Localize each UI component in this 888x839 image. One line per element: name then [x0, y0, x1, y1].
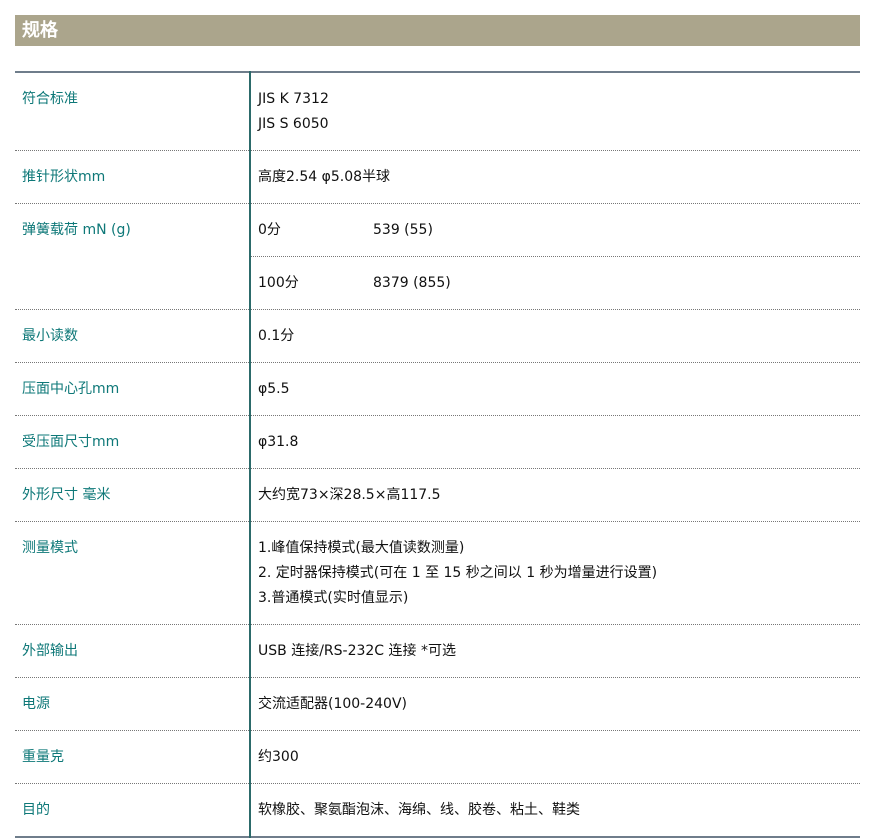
- spec-value: 0分 539 (55): [250, 203, 860, 257]
- spec-label: 测量模式: [15, 521, 251, 625]
- table-row: 受压面尺寸mm φ31.8: [15, 415, 860, 469]
- load-value: 539 (55): [373, 222, 433, 238]
- spec-value: φ5.5: [250, 362, 860, 416]
- table-row: 推针形状mm 高度2.54 φ5.08半球: [15, 150, 860, 204]
- spec-value: 1.峰值保持模式(最大值读数测量) 2. 定时器保持模式(可在 1 至 15 秒之…: [250, 521, 860, 625]
- table-row: 外部输出 USB 连接/RS-232C 连接 *可选: [15, 624, 860, 678]
- spec-label: 最小读数: [15, 309, 251, 363]
- value-line: JIS S 6050: [258, 116, 329, 132]
- value-line: 软橡胶、聚氨酯泡沫、海绵、线、胶卷、粘土、鞋类: [258, 802, 580, 818]
- value-line: 高度2.54 φ5.08半球: [258, 169, 391, 185]
- value-line: USB 连接/RS-232C 连接 *可选: [258, 643, 456, 659]
- load-point: 100分: [258, 275, 299, 291]
- spec-table: 符合标准 JIS K 7312 JIS S 6050 推针形状mm 高度2.54 φ5.…: [15, 71, 860, 838]
- spec-value: 交流适配器(100-240V): [250, 677, 860, 731]
- spec-label: 电源: [15, 677, 251, 731]
- section-title: 规格: [15, 15, 860, 46]
- value-line: 3.普通模式(实时值显示): [258, 590, 409, 606]
- load-value: 8379 (855): [373, 275, 451, 291]
- value-line: φ5.5: [258, 381, 290, 397]
- table-row: 符合标准 JIS K 7312 JIS S 6050: [15, 72, 860, 151]
- value-line: 1.峰值保持模式(最大值读数测量): [258, 540, 465, 556]
- table-row: 重量克 约300: [15, 730, 860, 784]
- spec-label: 弹簧载荷 mN (g): [15, 203, 251, 310]
- table-row: 电源 交流适配器(100-240V): [15, 677, 860, 731]
- spec-label: 外部输出: [15, 624, 251, 678]
- spec-value: 高度2.54 φ5.08半球: [250, 150, 860, 204]
- spec-value: 0.1分: [250, 309, 860, 363]
- spec-value: 约300: [250, 730, 860, 784]
- spec-label: 外形尺寸 毫米: [15, 468, 251, 522]
- value-line: 交流适配器(100-240V): [258, 696, 407, 712]
- table-row: 测量模式 1.峰值保持模式(最大值读数测量) 2. 定时器保持模式(可在 1 至 1…: [15, 521, 860, 625]
- spec-label: 重量克: [15, 730, 251, 784]
- spec-label: 压面中心孔mm: [15, 362, 251, 416]
- spec-label: 符合标准: [15, 72, 251, 151]
- spec-value: 大约宽73×深28.5×高117.5: [250, 468, 860, 522]
- value-line: 大约宽73×深28.5×高117.5: [258, 487, 441, 503]
- table-row: 压面中心孔mm φ5.5: [15, 362, 860, 416]
- value-line: JIS K 7312: [258, 91, 329, 107]
- spec-value: USB 连接/RS-232C 连接 *可选: [250, 624, 860, 678]
- value-line: 0.1分: [258, 328, 295, 344]
- table-row: 弹簧载荷 mN (g) 0分 539 (55): [15, 203, 860, 310]
- spec-label: 目的: [15, 783, 251, 837]
- value-line: 2. 定时器保持模式(可在 1 至 15 秒之间以 1 秒为增量进行设置): [258, 565, 658, 581]
- spec-label: 受压面尺寸mm: [15, 415, 251, 469]
- table-row: 最小读数 0.1分: [15, 309, 860, 363]
- table-row: 目的 软橡胶、聚氨酯泡沫、海绵、线、胶卷、粘土、鞋类: [15, 783, 860, 838]
- spec-value: φ31.8: [250, 415, 860, 469]
- load-point: 0分: [258, 222, 281, 238]
- spec-value: 100分 8379 (855): [250, 256, 860, 310]
- spec-label: 推针形状mm: [15, 150, 251, 204]
- spec-value: JIS K 7312 JIS S 6050: [250, 72, 860, 151]
- value-line: φ31.8: [258, 434, 299, 450]
- spec-value: 软橡胶、聚氨酯泡沫、海绵、线、胶卷、粘土、鞋类: [250, 784, 860, 838]
- table-row: 100分 8379 (855): [15, 256, 860, 310]
- table-row: 外形尺寸 毫米 大约宽73×深28.5×高117.5: [15, 468, 860, 522]
- value-line: 约300: [258, 749, 299, 765]
